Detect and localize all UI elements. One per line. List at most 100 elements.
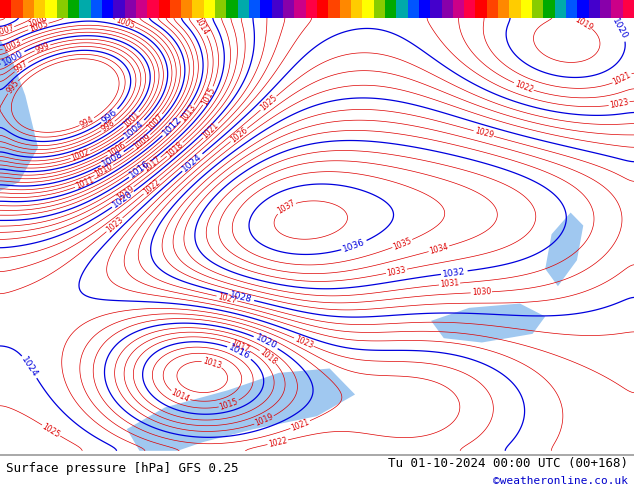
Text: 1036: 1036	[342, 238, 366, 254]
Text: 1019: 1019	[115, 184, 136, 202]
Bar	[0, 454, 634, 456]
Text: 1030: 1030	[472, 287, 491, 297]
Bar	[623, 0, 634, 18]
Text: 1001: 1001	[121, 110, 141, 129]
Bar	[362, 0, 373, 18]
Text: 1005: 1005	[115, 15, 136, 31]
Bar	[45, 0, 56, 18]
Bar	[226, 0, 238, 18]
Text: 1011: 1011	[74, 175, 95, 191]
Text: 1022: 1022	[268, 436, 288, 449]
Text: 1020: 1020	[611, 17, 630, 42]
Bar	[193, 0, 204, 18]
Bar	[238, 0, 249, 18]
Text: 1021: 1021	[290, 417, 311, 433]
Bar	[396, 0, 408, 18]
Text: 1021: 1021	[612, 70, 633, 87]
Text: 1033: 1033	[386, 265, 407, 277]
Polygon shape	[127, 368, 355, 451]
Bar	[249, 0, 261, 18]
Text: 1007: 1007	[0, 24, 15, 38]
Bar	[578, 0, 589, 18]
Bar	[532, 0, 543, 18]
Text: 1006: 1006	[27, 14, 49, 30]
Bar	[272, 0, 283, 18]
Bar	[158, 0, 170, 18]
Bar	[56, 0, 68, 18]
Text: 1006: 1006	[106, 141, 127, 158]
Polygon shape	[545, 213, 583, 286]
Text: 1000: 1000	[1, 49, 25, 68]
Text: 994: 994	[79, 115, 96, 129]
Bar	[351, 0, 362, 18]
Text: 1017: 1017	[230, 339, 251, 354]
Text: 1025: 1025	[41, 422, 61, 440]
Text: 1015: 1015	[219, 397, 240, 412]
Bar	[294, 0, 306, 18]
Text: 1020: 1020	[111, 189, 135, 210]
Bar	[79, 0, 91, 18]
Bar	[204, 0, 215, 18]
Polygon shape	[0, 18, 38, 191]
Bar	[487, 0, 498, 18]
Text: 1032: 1032	[443, 267, 466, 279]
Bar	[600, 0, 611, 18]
Text: 1002: 1002	[70, 147, 91, 163]
Bar	[283, 0, 294, 18]
Text: 1014: 1014	[170, 388, 191, 404]
Text: 1019: 1019	[254, 413, 275, 428]
Text: 1035: 1035	[392, 236, 413, 251]
Text: 1023: 1023	[609, 98, 630, 110]
Bar	[215, 0, 226, 18]
Bar	[102, 0, 113, 18]
Bar	[0, 0, 11, 18]
Text: 1021: 1021	[201, 121, 221, 141]
Text: 1016: 1016	[228, 343, 252, 361]
Text: 1010: 1010	[93, 162, 115, 179]
Bar	[328, 0, 340, 18]
Text: 1017: 1017	[142, 154, 163, 173]
Bar	[543, 0, 555, 18]
Text: 1005: 1005	[28, 19, 49, 34]
Bar	[113, 0, 124, 18]
Bar	[555, 0, 566, 18]
Bar	[181, 0, 193, 18]
Bar	[566, 0, 578, 18]
Bar	[430, 0, 441, 18]
Text: 1031: 1031	[439, 279, 460, 290]
Bar	[34, 0, 45, 18]
Bar	[453, 0, 464, 18]
Bar	[317, 0, 328, 18]
Text: Surface pressure [hPa] GFS 0.25: Surface pressure [hPa] GFS 0.25	[6, 462, 239, 475]
Text: 1009: 1009	[132, 132, 152, 151]
Text: 998: 998	[100, 118, 117, 134]
Text: 1027: 1027	[216, 292, 237, 305]
Text: Tu 01-10-2024 00:00 UTC (00+168): Tu 01-10-2024 00:00 UTC (00+168)	[387, 457, 628, 470]
Bar	[91, 0, 102, 18]
Bar	[68, 0, 79, 18]
Text: 1013: 1013	[178, 103, 197, 123]
Text: 1008: 1008	[100, 149, 124, 169]
Text: ©weatheronline.co.uk: ©weatheronline.co.uk	[493, 476, 628, 487]
Bar	[340, 0, 351, 18]
Text: 1014: 1014	[193, 16, 210, 37]
Text: 1019: 1019	[573, 15, 594, 32]
Bar	[408, 0, 419, 18]
Text: 1024: 1024	[20, 355, 40, 379]
Text: 1018: 1018	[258, 347, 278, 366]
Bar	[136, 0, 147, 18]
Text: 1028: 1028	[229, 290, 254, 304]
Text: 1012: 1012	[161, 115, 183, 138]
Text: 1013: 1013	[202, 356, 223, 370]
Bar	[373, 0, 385, 18]
Bar	[476, 0, 487, 18]
Text: 995: 995	[4, 78, 21, 96]
Text: 1023: 1023	[294, 334, 314, 350]
Bar	[510, 0, 521, 18]
Text: 1034: 1034	[429, 242, 450, 256]
Bar	[170, 0, 181, 18]
Text: 1029: 1029	[474, 126, 495, 141]
Bar	[261, 0, 272, 18]
Text: 1025: 1025	[258, 94, 279, 113]
Bar	[385, 0, 396, 18]
